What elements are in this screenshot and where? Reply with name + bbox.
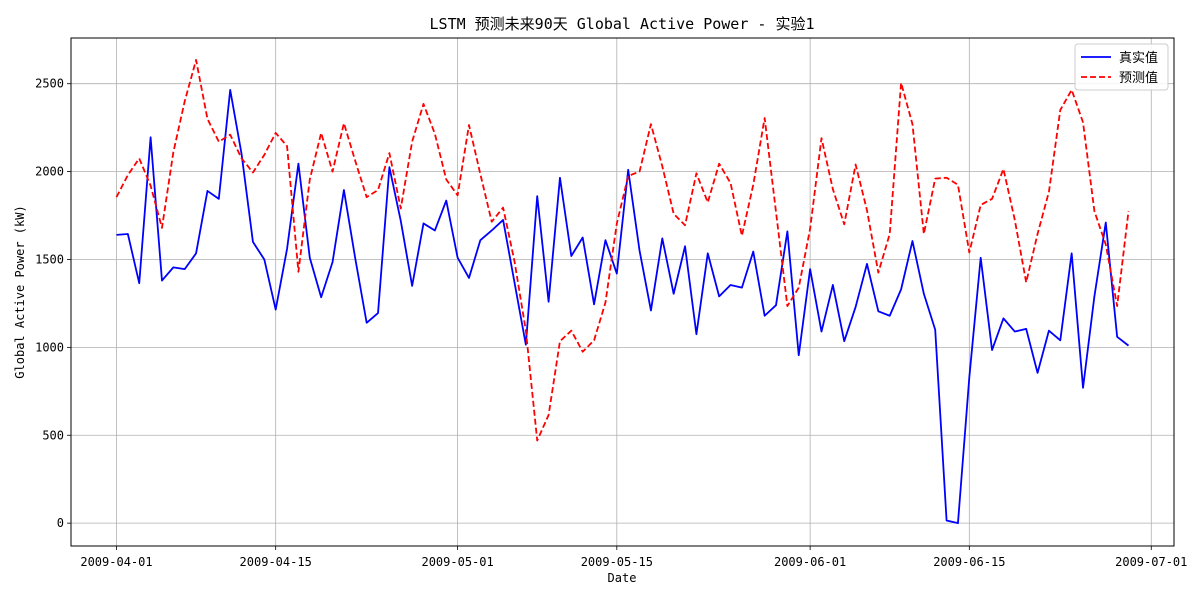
chart-title: LSTM 预测未来90天 Global Active Power - 实验1: [430, 15, 815, 33]
x-tick-label: 2009-06-01: [774, 555, 846, 569]
series-line-pred: [115, 59, 1130, 442]
legend-box: [1074, 43, 1169, 91]
y-axis-label: Global Active Power (kW): [13, 205, 27, 378]
series-lines: [115, 59, 1130, 525]
x-tick-label: 2009-07-01: [1115, 555, 1187, 569]
x-tick-label: 2009-06-15: [933, 555, 1005, 569]
x-tick-label: 2009-04-01: [80, 555, 152, 569]
axis-ticks: 2009-04-01 2009-04-15 2009-05-01 2009-05-15…: [35, 77, 1187, 569]
legend: 真实值 预测值: [1074, 43, 1169, 91]
y-tick-label: 500: [42, 428, 64, 442]
y-tick-label: 2500: [35, 77, 64, 91]
plot-area-frame: [70, 37, 1175, 547]
legend-label-pred: 预测值: [1119, 70, 1158, 86]
series-line-true: [116, 88, 1130, 525]
x-tick-label: 2009-05-01: [421, 555, 493, 569]
x-tick-label: 2009-05-15: [581, 555, 653, 569]
y-tick-label: 0: [57, 516, 64, 530]
grid: [71, 38, 1174, 546]
x-tick-label: 2009-04-15: [240, 555, 312, 569]
y-tick-label: 2000: [35, 165, 64, 179]
legend-label-true: 真实值: [1119, 50, 1158, 66]
y-tick-label: 1000: [35, 340, 64, 354]
y-tick-label: 1500: [35, 252, 64, 266]
x-axis-label: Date: [608, 571, 637, 585]
